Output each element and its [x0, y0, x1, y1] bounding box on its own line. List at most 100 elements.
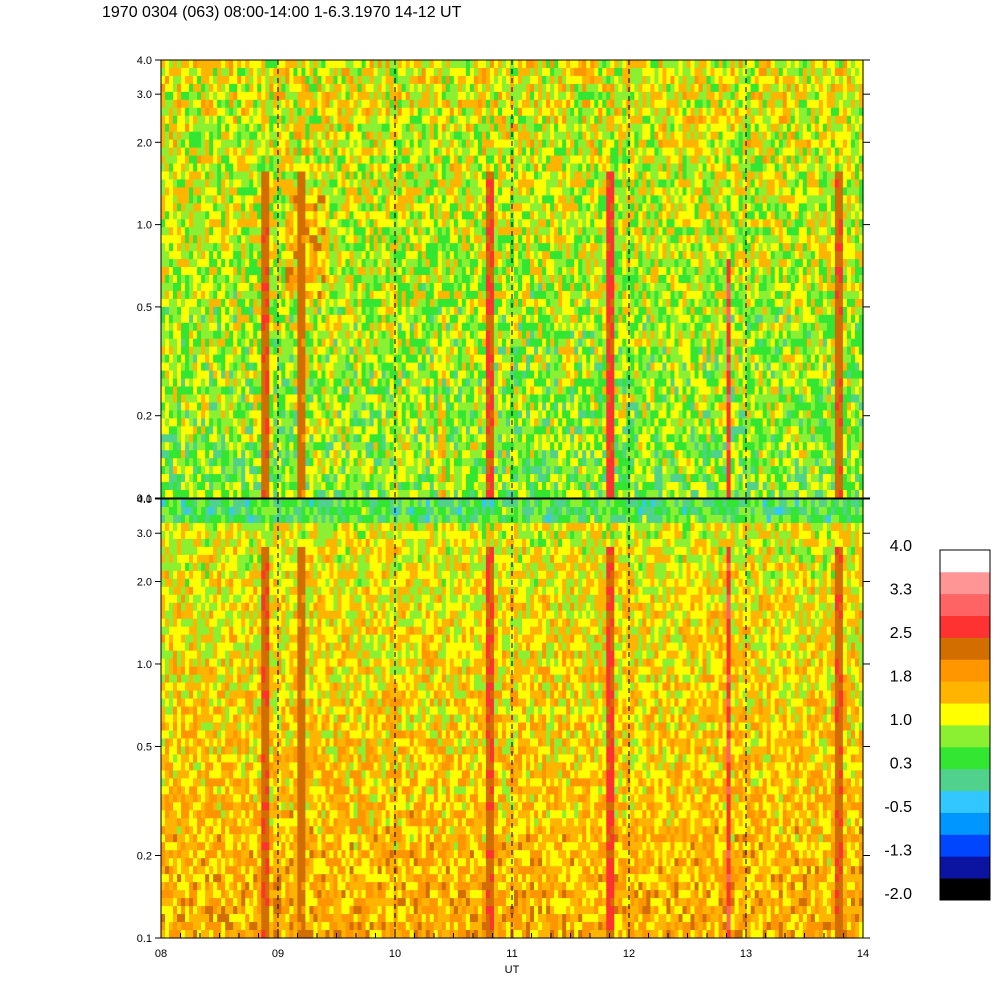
heatmap-cell [369, 330, 375, 340]
heatmap-cell [349, 75, 355, 85]
heatmap-cell [461, 163, 467, 173]
heatmap-cell [221, 99, 226, 109]
heatmap-cell [489, 346, 495, 356]
heatmap-cell [297, 474, 302, 483]
heatmap-cell [461, 306, 467, 316]
heatmap-cell [305, 330, 311, 340]
heatmap-cell [173, 394, 178, 404]
heatmap-cell [393, 243, 399, 252]
heatmap-cell [317, 91, 323, 101]
heatmap-cell [181, 259, 186, 268]
heatmap-cell [205, 123, 210, 133]
heatmap-cell [277, 394, 282, 404]
heatmap-cell [177, 402, 182, 411]
heatmap-cell [417, 139, 423, 149]
heatmap-cell [245, 322, 250, 332]
heatmap-cell [477, 195, 483, 204]
heatmap-cell [469, 67, 475, 77]
heatmap-cell [445, 354, 451, 364]
heatmap-cell [473, 314, 479, 324]
heatmap-cell [317, 155, 323, 165]
heatmap-cell [337, 458, 343, 467]
heatmap-cell [405, 211, 411, 220]
heatmap-cell [221, 155, 226, 165]
heatmap-cell [401, 338, 407, 348]
heatmap-cell [269, 314, 274, 324]
heatmap-cell [333, 187, 339, 196]
heatmap-cell [473, 267, 479, 276]
heatmap-cell [301, 195, 307, 204]
heatmap-cell [245, 211, 250, 220]
heatmap-cell [245, 370, 250, 380]
heatmap-cell [189, 458, 194, 467]
heatmap-cell [522, 211, 527, 220]
heatmap-cell [289, 115, 294, 125]
heatmap-cell [169, 282, 174, 292]
heatmap-cell [505, 123, 511, 133]
heatmap-cell [257, 275, 262, 284]
heatmap-cell [245, 115, 250, 125]
heatmap-cell [514, 306, 519, 316]
heatmap-cell [333, 386, 339, 396]
heatmap-cell [201, 75, 206, 85]
heatmap-cell [353, 298, 359, 308]
heatmap-cell [345, 346, 351, 356]
heatmap-cell [481, 442, 487, 451]
heatmap-cell [361, 346, 367, 356]
heatmap-cell [233, 195, 238, 204]
heatmap-cell [473, 322, 479, 332]
heatmap-cell [309, 362, 315, 372]
heatmap-cell [337, 251, 343, 260]
heatmap-cell [289, 99, 294, 109]
heatmap-cell [377, 99, 383, 109]
heatmap-cell [361, 163, 367, 173]
heatmap-cell [353, 67, 359, 77]
heatmap-cell [409, 179, 415, 189]
heatmap-cell [489, 322, 495, 332]
heatmap-cell [429, 219, 435, 228]
heatmap-cell [437, 378, 443, 388]
heatmap-cell [481, 370, 487, 380]
heatmap-cell [441, 410, 447, 419]
heatmap-cell [193, 83, 198, 93]
heatmap-cell [365, 394, 371, 404]
heatmap-cell [425, 187, 431, 196]
heatmap-cell [289, 67, 294, 77]
heatmap-cell [237, 115, 242, 125]
heatmap-cell [489, 123, 495, 133]
heatmap-cell [329, 219, 335, 228]
heatmap-cell [381, 298, 387, 308]
heatmap-cell [273, 330, 278, 340]
heatmap-cell [345, 474, 351, 483]
heatmap-cell [161, 346, 166, 356]
heatmap-cell [209, 354, 214, 364]
heatmap-cell [325, 394, 331, 404]
heatmap-cell [413, 67, 419, 77]
heatmap-cell [493, 402, 499, 411]
heatmap-cell [173, 203, 178, 212]
heatmap-cell [518, 187, 523, 196]
heatmap-cell [433, 123, 439, 133]
heatmap-cell [285, 450, 290, 459]
heatmap-cell [229, 195, 234, 204]
heatmap-cell [205, 259, 210, 268]
heatmap-cell [257, 362, 262, 372]
heatmap-cell [421, 362, 427, 372]
heatmap-cell [169, 434, 174, 443]
heatmap-cell [425, 330, 431, 340]
heatmap-cell [514, 163, 519, 173]
heatmap-cell [269, 147, 274, 157]
heatmap-cell [333, 75, 339, 85]
heatmap-cell [205, 458, 210, 467]
heatmap-cell [233, 131, 238, 141]
heatmap-cell [289, 346, 294, 356]
heatmap-cell [385, 83, 391, 93]
heatmap-cell [237, 386, 242, 396]
heatmap-cell [477, 282, 483, 292]
heatmap-cell [514, 418, 519, 427]
heatmap-cell [173, 474, 178, 483]
heatmap-cell [281, 195, 286, 204]
heatmap-cell [345, 179, 351, 189]
heatmap-cell [353, 123, 359, 133]
heatmap-cell [425, 171, 431, 181]
